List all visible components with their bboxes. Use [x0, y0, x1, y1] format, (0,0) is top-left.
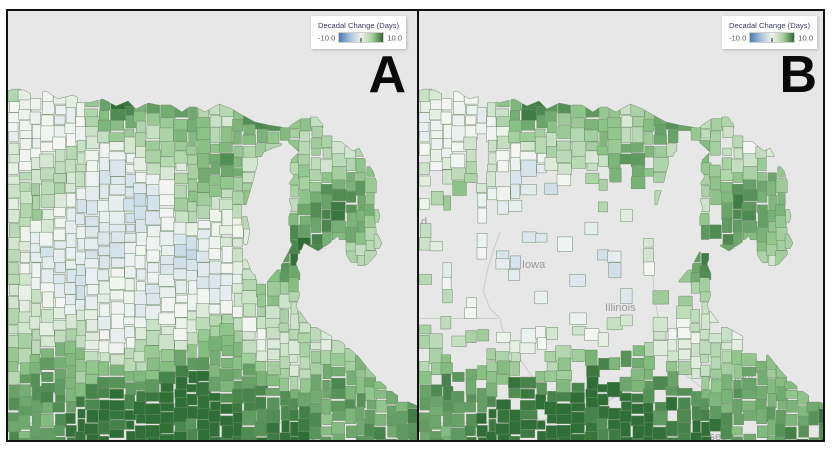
svg-text:Iowa: Iowa [522, 259, 546, 271]
